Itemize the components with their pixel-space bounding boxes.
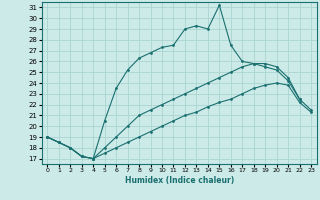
X-axis label: Humidex (Indice chaleur): Humidex (Indice chaleur) (124, 176, 234, 185)
